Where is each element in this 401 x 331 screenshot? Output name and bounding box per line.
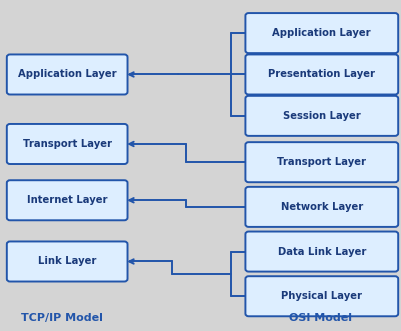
FancyBboxPatch shape <box>245 54 398 95</box>
FancyBboxPatch shape <box>7 124 128 164</box>
Text: Session Layer: Session Layer <box>283 111 360 121</box>
Text: Internet Layer: Internet Layer <box>27 195 107 205</box>
Text: Transport Layer: Transport Layer <box>23 139 111 149</box>
FancyBboxPatch shape <box>245 276 398 316</box>
Text: Application Layer: Application Layer <box>273 28 371 38</box>
FancyBboxPatch shape <box>245 142 398 182</box>
FancyBboxPatch shape <box>245 232 398 271</box>
Text: OSI Model: OSI Model <box>289 313 352 323</box>
Text: Transport Layer: Transport Layer <box>277 157 366 167</box>
FancyBboxPatch shape <box>7 54 128 95</box>
Text: Network Layer: Network Layer <box>281 202 363 212</box>
FancyBboxPatch shape <box>245 96 398 136</box>
FancyBboxPatch shape <box>245 13 398 53</box>
Text: TCP/IP Model: TCP/IP Model <box>21 313 103 323</box>
Text: Physical Layer: Physical Layer <box>282 291 362 301</box>
Text: Presentation Layer: Presentation Layer <box>268 70 375 79</box>
Text: Link Layer: Link Layer <box>38 257 96 266</box>
Text: Application Layer: Application Layer <box>18 70 116 79</box>
FancyBboxPatch shape <box>7 180 128 220</box>
Text: Data Link Layer: Data Link Layer <box>277 247 366 257</box>
FancyBboxPatch shape <box>7 242 128 281</box>
FancyBboxPatch shape <box>245 187 398 227</box>
